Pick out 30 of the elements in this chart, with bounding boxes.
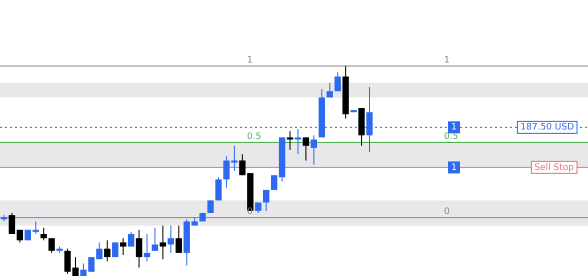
candlestick: [302, 136, 310, 161]
candlestick: [120, 238, 126, 256]
candlestick: [310, 134, 318, 166]
ref-line-label: Sell Stop: [534, 162, 574, 173]
candlestick: [263, 189, 270, 212]
candlestick: [286, 130, 294, 150]
candlestick: [104, 240, 110, 262]
text: 0: [444, 206, 450, 217]
candlestick: [168, 225, 174, 254]
candlestick: [255, 202, 262, 214]
annotation: 1: [451, 162, 457, 173]
candlestick: [334, 72, 341, 92]
candlestick: [160, 225, 166, 260]
candlestick: [176, 225, 182, 254]
annotation: 0.5: [246, 132, 262, 142]
text: 1: [246, 55, 253, 66]
annotation: 1: [451, 122, 457, 133]
candlestick: [326, 82, 333, 98]
candlestick: [152, 227, 158, 252]
candlestick: [294, 128, 302, 155]
candlestick: [40, 227, 47, 241]
candlestick: [48, 238, 55, 254]
candlestick: [64, 248, 71, 274]
candlestick: [144, 234, 150, 262]
candlestick: [72, 256, 79, 276]
text: 1: [444, 55, 450, 66]
ref-line-label: 187.50 USD: [520, 122, 574, 133]
candlestick: [128, 231, 134, 248]
candlestick: [215, 176, 222, 201]
candlestick: [136, 229, 142, 268]
